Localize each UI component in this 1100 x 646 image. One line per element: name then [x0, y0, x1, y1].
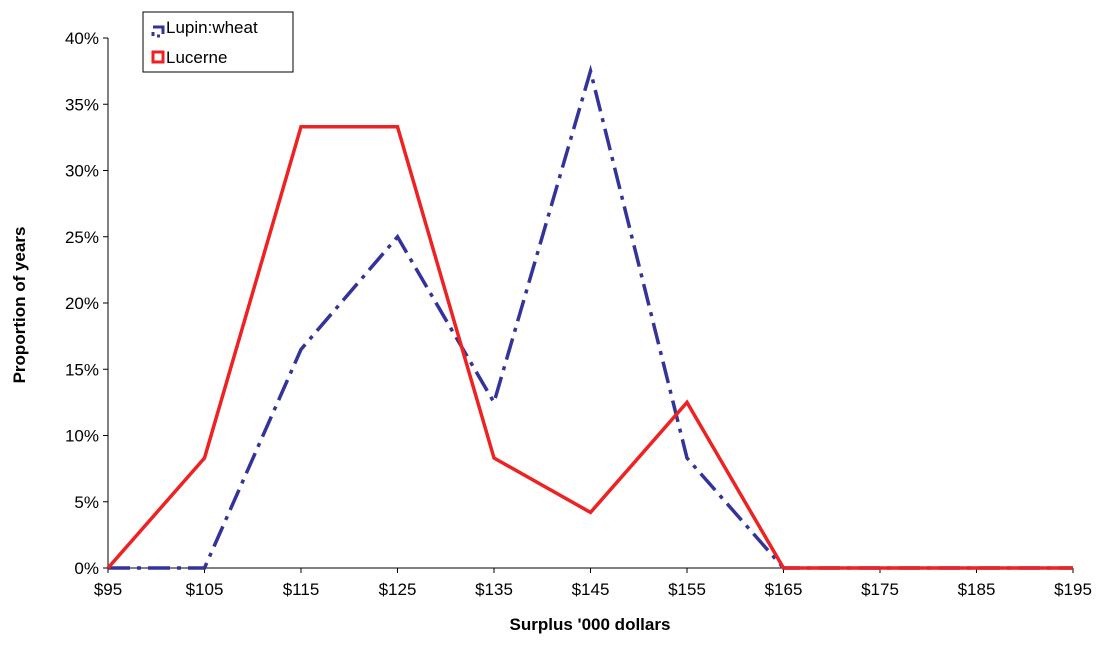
legend-label-lucerne: Lucerne	[166, 48, 227, 67]
x-tick-label: $145	[572, 580, 610, 599]
y-tick-label: 10%	[65, 427, 99, 446]
legend-marker-lucerne	[151, 50, 165, 64]
x-tick-label: $135	[475, 580, 513, 599]
y-tick-label: 5%	[74, 493, 99, 512]
y-tick-label: 0%	[74, 559, 99, 578]
x-axis-title: Surplus '000 dollars	[510, 615, 671, 634]
y-tick-label: 25%	[65, 228, 99, 247]
series-line-lucerne	[106, 125, 1073, 570]
x-tick-label: $95	[94, 580, 122, 599]
x-tick-label: $155	[668, 580, 706, 599]
series-layer	[106, 64, 1073, 570]
x-tick-label: $175	[861, 580, 899, 599]
y-tick-label: 20%	[65, 294, 99, 313]
y-tick-label: 35%	[65, 95, 99, 114]
y-axis-title: Proportion of years	[10, 227, 29, 384]
legend-box	[142, 11, 294, 73]
legend-marker-lupin-wheat	[151, 25, 165, 38]
legend-label-lupin-wheat: Lupin:wheat	[166, 18, 258, 37]
x-tick-label: $105	[186, 580, 224, 599]
x-tick-label: $195	[1054, 580, 1092, 599]
series-line-lupin-wheat	[108, 64, 1073, 570]
legend-item-lupin-wheat: Lupin:wheat	[151, 18, 258, 38]
axes-layer: 0% 5% 10% 15% 20% 25% 30% 35% 40% $95 $105 $115 $125…	[65, 29, 1092, 599]
y-tick-label: 15%	[65, 360, 99, 379]
legend: Lupin:wheat Lucerne	[142, 11, 294, 73]
x-tick-label: $165	[765, 580, 803, 599]
y-tick-label: 30%	[65, 162, 99, 181]
x-tick-label: $185	[958, 580, 996, 599]
legend-item-lucerne: Lucerne	[151, 48, 227, 67]
y-tick-label: 40%	[65, 29, 99, 48]
x-tick-label: $125	[379, 580, 417, 599]
x-tick-label: $115	[283, 580, 320, 599]
